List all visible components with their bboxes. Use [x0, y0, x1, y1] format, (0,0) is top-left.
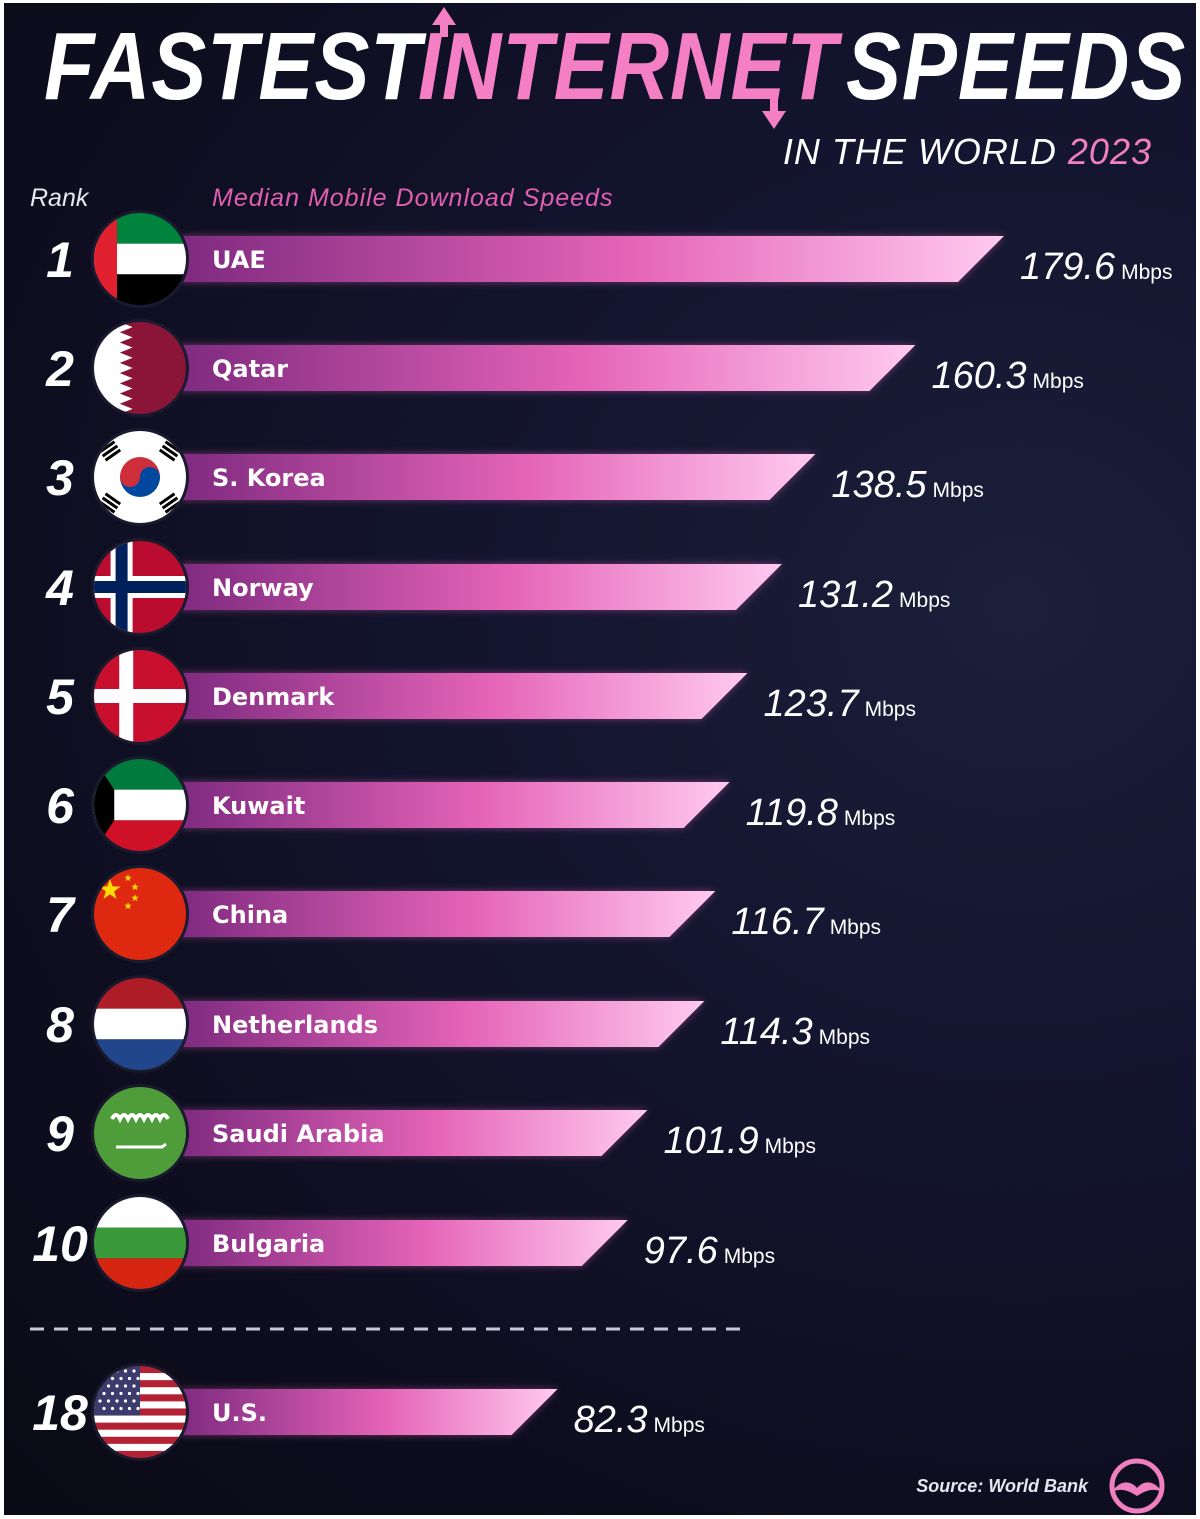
value-label: 82.3 Mbps: [574, 1399, 705, 1441]
bar: [180, 454, 816, 500]
title-word-speeds: SPEEDS: [846, 13, 1187, 120]
denmark-flag-icon: [91, 647, 189, 745]
bar: [180, 1110, 648, 1156]
bar: [180, 345, 916, 391]
mustache-logo-icon: [1109, 1458, 1165, 1514]
country-label: Norway: [212, 574, 314, 602]
chart-row: 10 Bulgaria 97.6 Mbps: [32, 1194, 775, 1292]
norway-flag-icon: [91, 538, 189, 636]
country-label: Bulgaria: [212, 1230, 325, 1258]
chart-row: 18 U.S. 82.3 Mbps: [32, 1363, 705, 1461]
rank-number: 6: [46, 778, 75, 834]
bar: [180, 891, 716, 937]
chart-row: 1 UAE 179.6 Mbps: [46, 210, 1172, 308]
bar: [180, 1220, 628, 1266]
chart-row: 3 S. Korea 138.5 Mbps: [46, 428, 984, 526]
value-label: 160.3 Mbps: [931, 355, 1083, 397]
chart-row: 9 Saudi Arabia 101.9 Mbps: [46, 1084, 816, 1182]
value-label: 114.3 Mbps: [720, 1011, 870, 1053]
subtitle-year: 2023: [1067, 131, 1152, 172]
value-label: 123.7 Mbps: [764, 683, 916, 725]
country-label: Qatar: [212, 355, 288, 383]
netherlands-flag-icon: [91, 975, 189, 1073]
metric-header: Median Mobile Download Speeds: [212, 184, 614, 212]
source-note: Source: World Bank: [916, 1476, 1088, 1496]
rank-number: 5: [46, 669, 75, 725]
chart-row: 4 Norway 131.2 Mbps: [45, 538, 950, 636]
rank-number: 18: [32, 1385, 88, 1441]
country-label: S. Korea: [212, 464, 326, 492]
country-label: U.S.: [212, 1399, 267, 1427]
value-label: 138.5 Mbps: [831, 464, 983, 506]
rank-number: 8: [46, 997, 74, 1053]
title-word-internet: INTERNET: [418, 13, 838, 120]
bulgaria-flag-icon: [91, 1194, 189, 1292]
rank-number: 10: [32, 1216, 88, 1272]
rank-number: 7: [46, 887, 76, 943]
subtitle-text: IN THE WORLD: [782, 131, 1057, 172]
saudi-arabia-flag-icon: [91, 1084, 189, 1182]
bar-chart: 1 UAE 179.6 Mbps 2 Qatar 160.3 Mbps 3 S. Korea 138…: [30, 210, 1172, 1461]
country-label: Netherlands: [212, 1011, 378, 1039]
value-label: 119.8 Mbps: [746, 792, 896, 834]
uae-flag-icon: [91, 210, 189, 308]
chart-row: 7 China 116.7 Mbps: [46, 865, 881, 963]
rank-number: 2: [45, 341, 74, 397]
value-label: 131.2 Mbps: [798, 574, 950, 616]
rank-number: 4: [45, 560, 74, 616]
chart-row: 5 Denmark 123.7 Mbps: [46, 647, 916, 745]
value-label: 116.7 Mbps: [731, 901, 881, 943]
bar: [180, 1389, 558, 1435]
subtitle: IN THE WORLD 2023: [783, 131, 1152, 173]
bar: [180, 1001, 705, 1047]
qatar-flag-icon: [91, 319, 189, 417]
country-label: Kuwait: [212, 792, 305, 820]
china-flag-icon: [91, 865, 189, 963]
bar: [180, 236, 1004, 282]
value-label: 101.9 Mbps: [664, 1120, 816, 1162]
value-label: 179.6 Mbps: [1020, 246, 1172, 288]
chart-row: 2 Qatar 160.3 Mbps: [45, 319, 1084, 417]
bar: [180, 782, 730, 828]
rank-number: 3: [46, 450, 74, 506]
bar: [180, 564, 782, 610]
country-label: China: [212, 901, 288, 929]
title-word-fastest: FASTEST: [44, 13, 422, 120]
country-label: Saudi Arabia: [212, 1120, 385, 1148]
bar: [180, 673, 748, 719]
country-label: Denmark: [212, 683, 335, 711]
rank-number: 9: [46, 1106, 74, 1162]
up-down-arrows-icon: [432, 7, 786, 129]
usa-flag-icon: [91, 1363, 189, 1461]
country-label: UAE: [212, 246, 266, 274]
chart-row: 6 Kuwait 119.8 Mbps: [46, 756, 895, 854]
infographic: FASTEST INTERNET SPEEDS IN THE WORLD 202…: [4, 3, 1196, 1515]
kuwait-flag-icon: [91, 756, 189, 854]
rank-column-header: Rank: [30, 184, 89, 212]
rank-number: 1: [46, 232, 74, 288]
chart-row: 8 Netherlands 114.3 Mbps: [46, 975, 870, 1073]
south-korea-flag-icon: [91, 428, 189, 526]
value-label: 97.6 Mbps: [644, 1230, 775, 1272]
